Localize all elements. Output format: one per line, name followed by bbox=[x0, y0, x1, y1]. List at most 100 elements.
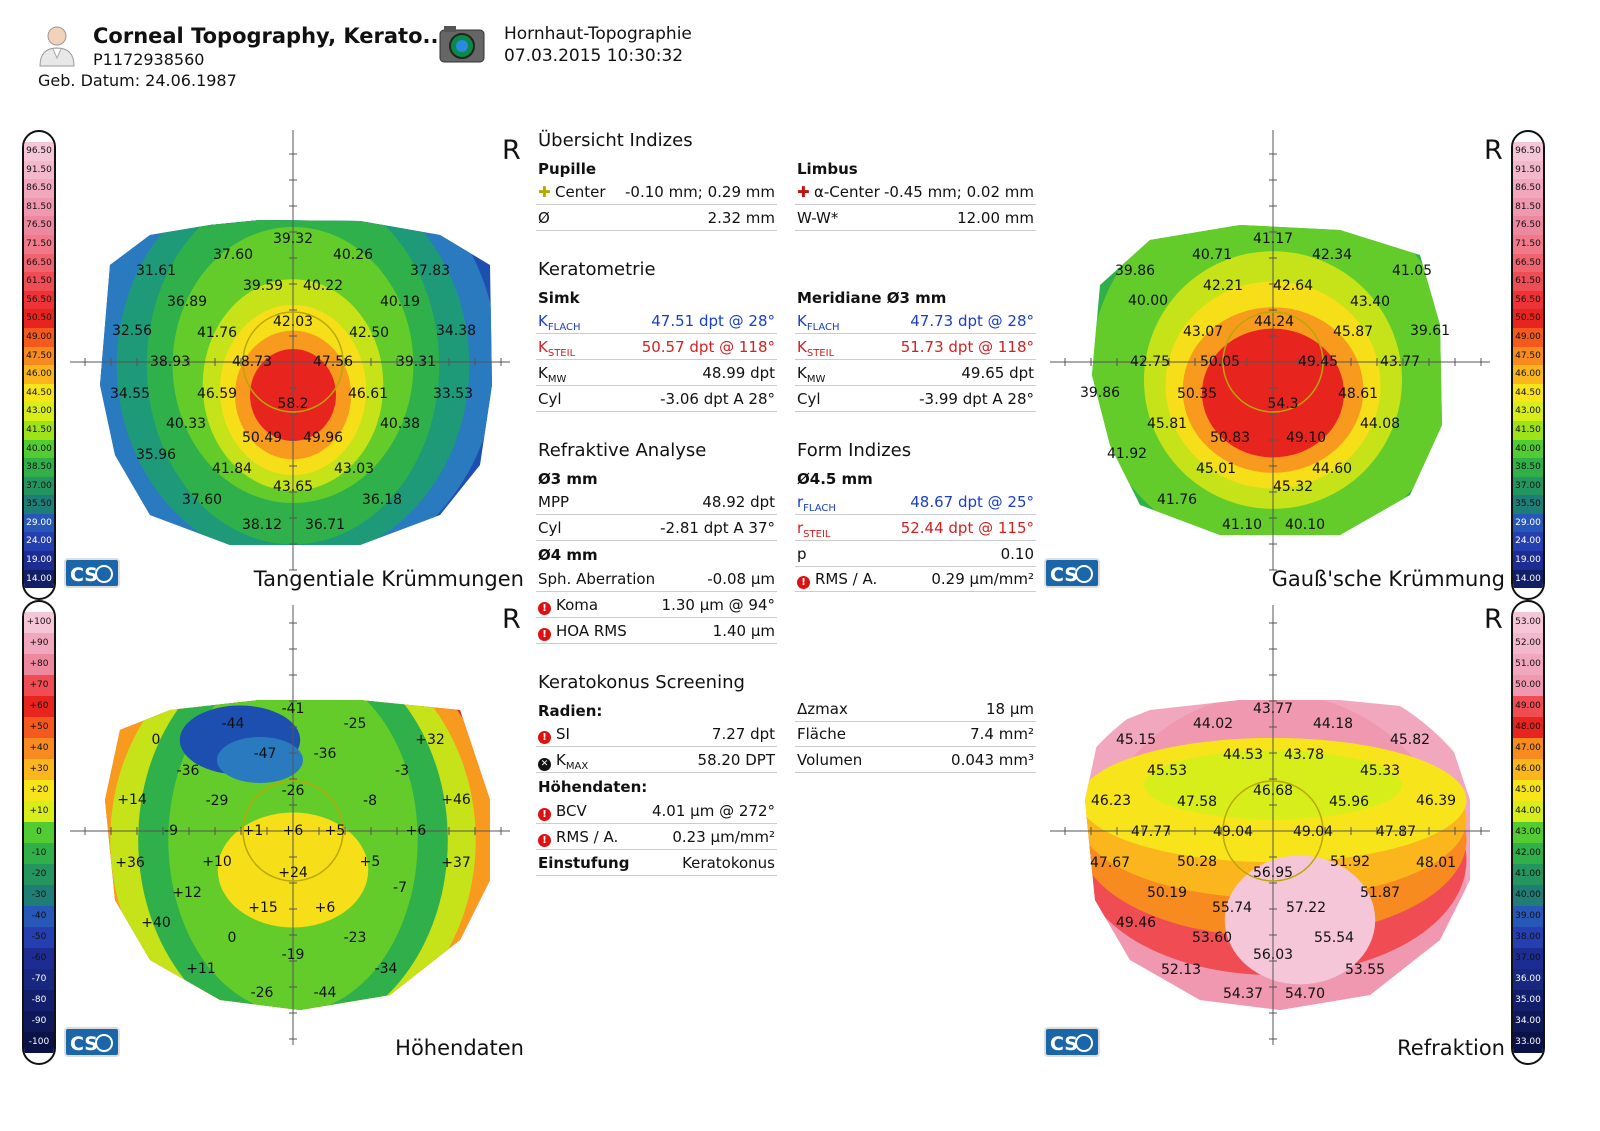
map-value-label: 50.19 bbox=[1147, 885, 1187, 901]
map-value-label: 39.86 bbox=[1115, 263, 1155, 279]
map-value-label: 42.34 bbox=[1312, 247, 1352, 263]
scale-step: -10 bbox=[24, 843, 54, 864]
scale-step: 49.00 bbox=[1513, 327, 1543, 347]
exam-datetime: 07.03.2015 10:30:32 bbox=[504, 46, 684, 66]
gauss-map-caption: Gauß'sche Krümmung bbox=[1271, 567, 1505, 591]
map-value-label: 41.17 bbox=[1253, 231, 1293, 247]
scale-step: 71.50 bbox=[24, 234, 54, 254]
map-value-label: 46.23 bbox=[1091, 793, 1131, 809]
map-value-label: +5 bbox=[360, 854, 381, 870]
map-value-label: 55.74 bbox=[1212, 900, 1252, 916]
map-value-label: 46.68 bbox=[1253, 783, 1293, 799]
map-value-label: +6 bbox=[406, 823, 427, 839]
map-value-label: 49.10 bbox=[1286, 430, 1326, 446]
screen-kmax-row: ✕ KMAX 58.20 DPT bbox=[536, 748, 777, 773]
map-value-label: 42.75 bbox=[1130, 354, 1170, 370]
limbus-center-icon: ✚ bbox=[797, 183, 810, 201]
scale-step: 40.00 bbox=[1513, 885, 1543, 906]
scale-step: 96.50 bbox=[24, 142, 54, 161]
map-value-label: 35.96 bbox=[136, 447, 176, 463]
camera-exam-icon bbox=[439, 26, 485, 63]
scale-step: 0 bbox=[24, 822, 54, 843]
warning-icon: ! bbox=[797, 576, 810, 589]
scale-step: +60 bbox=[24, 696, 54, 717]
map-value-label: 55.54 bbox=[1314, 930, 1354, 946]
scale-step: 47.50 bbox=[24, 346, 54, 366]
screen-volumen-row: Volumen 0.043 mm³ bbox=[795, 748, 1036, 773]
form-rsteil-row: rSTEIL 52.44 dpt @ 115° bbox=[795, 516, 1036, 541]
map-value-label: 49.45 bbox=[1298, 354, 1338, 370]
map-value-label: -7 bbox=[393, 880, 407, 896]
scale-step: 37.00 bbox=[1513, 476, 1543, 496]
map-value-label: 41.76 bbox=[197, 325, 237, 341]
ref-sph-row: Sph. Aberration -0.08 µm bbox=[536, 567, 777, 592]
map-value-label: 46.59 bbox=[197, 386, 237, 402]
map-value-label: 45.81 bbox=[1147, 416, 1187, 432]
scale-step: -90 bbox=[24, 1011, 54, 1032]
map-value-label: 36.18 bbox=[362, 492, 402, 508]
scale-step: +10 bbox=[24, 801, 54, 822]
map-value-label: -26 bbox=[282, 783, 305, 799]
scale-step: +20 bbox=[24, 780, 54, 801]
warning-icon: ! bbox=[538, 628, 551, 641]
eye-marker-tangential: R bbox=[502, 135, 521, 166]
scale-step: 42.00 bbox=[1513, 843, 1543, 864]
scale-step: 29.00 bbox=[1513, 513, 1543, 533]
map-value-label: 49.04 bbox=[1293, 824, 1333, 840]
scale-step: 51.00 bbox=[1513, 654, 1543, 675]
scale-step: +80 bbox=[24, 654, 54, 675]
map-value-label: 38.93 bbox=[150, 354, 190, 370]
warning-icon: ! bbox=[538, 602, 551, 615]
refractive-analysis-title: Refraktive Analyse bbox=[538, 440, 707, 461]
map-value-label: 43.07 bbox=[1183, 324, 1223, 340]
map-value-label: 34.38 bbox=[436, 323, 476, 339]
warning-icon: ! bbox=[538, 834, 551, 847]
gauss-curvature-map[interactable]: 41.17 40.71 42.34 41.05 39.86 40.00 42.21 42.64… bbox=[1040, 125, 1500, 575]
scale-step: -100 bbox=[24, 1032, 54, 1053]
keratometry-title: Keratometrie bbox=[538, 259, 656, 280]
scale-step: +50 bbox=[24, 717, 54, 738]
map-value-label: 48.61 bbox=[1338, 386, 1378, 402]
map-value-label: 39.86 bbox=[1080, 385, 1120, 401]
form-rflach-row: rFLACH 48.67 dpt @ 25° bbox=[795, 490, 1036, 515]
map-value-label: 0 bbox=[152, 732, 161, 748]
map-value-label: 36.89 bbox=[167, 294, 207, 310]
scale-step: 91.50 bbox=[1513, 160, 1543, 180]
map-value-label: 39.32 bbox=[273, 231, 313, 247]
simk-kmw-row: KMW 48.99 dpt bbox=[536, 361, 777, 386]
report-title: Corneal Topography, Kerato... bbox=[93, 24, 447, 48]
map-value-label: 42.03 bbox=[273, 314, 313, 330]
map-value-label: +37 bbox=[441, 855, 471, 871]
simk-kflach-row: KFLACH 47.51 dpt @ 28° bbox=[536, 309, 777, 334]
map-value-label: 40.00 bbox=[1128, 293, 1168, 309]
map-value-label: 39.31 bbox=[396, 354, 436, 370]
map-value-label: -36 bbox=[314, 746, 337, 762]
cso-logo: CS bbox=[64, 558, 120, 588]
elevation-map[interactable]: -41 -44 -25 0 +32 -47 -36 -36 -3 +14 -29 -26 -8 +46 -9… bbox=[60, 600, 520, 1060]
scale-step: +100 bbox=[24, 612, 54, 633]
scale-step: 43.00 bbox=[24, 402, 54, 421]
tangential-curvature-map[interactable]: 39.32 37.60 40.26 31.61 37.83 36.89 39.59 40.22… bbox=[60, 125, 520, 575]
map-value-label: +15 bbox=[248, 900, 278, 916]
scale-step: 43.00 bbox=[1513, 822, 1543, 843]
scale-step: 47.00 bbox=[1513, 738, 1543, 759]
screen-flaeche-row: Fläche 7.4 mm² bbox=[795, 722, 1036, 747]
form-indices-title: Form Indizes bbox=[797, 440, 912, 461]
map-value-label: 54.3 bbox=[1267, 396, 1298, 412]
refraction-map[interactable]: 43.77 44.02 44.18 45.15 45.82 45.53 44.53 43.78… bbox=[1040, 600, 1500, 1060]
scale-step: 36.00 bbox=[1513, 969, 1543, 990]
scale-step: 50.00 bbox=[1513, 675, 1543, 696]
ref-d4-label: Ø4 mm bbox=[538, 546, 598, 564]
map-value-label: 46.39 bbox=[1416, 793, 1456, 809]
map-value-label: +14 bbox=[117, 792, 147, 808]
scale-step: 19.00 bbox=[1513, 551, 1543, 570]
scale-step: 86.50 bbox=[1513, 179, 1543, 198]
screen-si-row: ! SI 7.27 dpt bbox=[536, 722, 777, 747]
map-value-label: 49.04 bbox=[1213, 824, 1253, 840]
map-value-label: +1 bbox=[243, 823, 264, 839]
map-value-label: 43.77 bbox=[1253, 701, 1293, 717]
scale-step: 96.50 bbox=[1513, 142, 1543, 161]
map-value-label: +11 bbox=[186, 961, 216, 977]
scale-step: 44.50 bbox=[1513, 383, 1543, 403]
scale-step: 41.50 bbox=[1513, 420, 1543, 440]
